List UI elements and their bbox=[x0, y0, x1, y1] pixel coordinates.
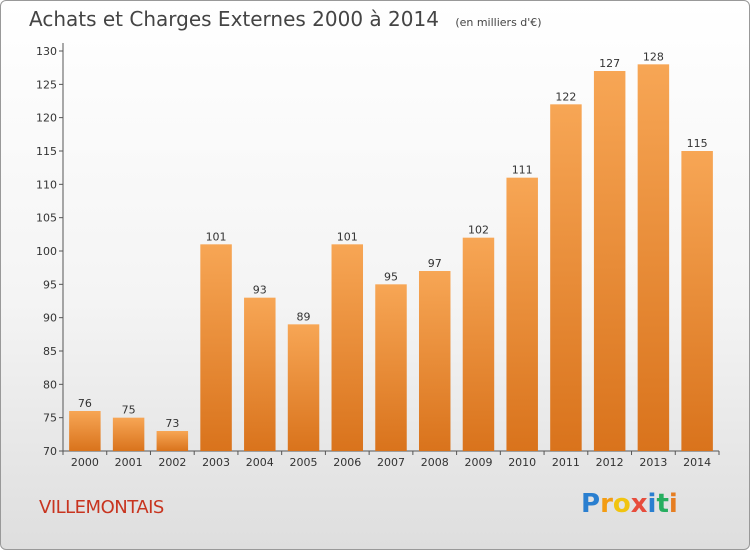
data-label: 101 bbox=[337, 230, 358, 243]
x-tick-label: 2006 bbox=[333, 456, 361, 469]
logo-letter: P bbox=[581, 489, 601, 519]
x-tick-label: 2009 bbox=[464, 456, 492, 469]
data-label: 93 bbox=[253, 284, 267, 297]
y-tick-label: 70 bbox=[43, 445, 57, 458]
data-label: 75 bbox=[122, 404, 136, 417]
x-tick-label: 2014 bbox=[683, 456, 711, 469]
bar bbox=[69, 411, 101, 451]
bar bbox=[375, 284, 407, 451]
y-tick-label: 75 bbox=[43, 412, 57, 425]
bar bbox=[156, 431, 189, 451]
x-tick-label: 2005 bbox=[290, 456, 318, 469]
y-tick-label: 130 bbox=[36, 45, 57, 58]
x-tick-label: 2004 bbox=[246, 456, 274, 469]
data-label: 95 bbox=[384, 270, 398, 283]
chart-title: Achats et Charges Externes 2000 à 2014 (… bbox=[29, 7, 542, 31]
x-tick-label: 2000 bbox=[71, 456, 99, 469]
bar bbox=[418, 271, 451, 451]
bar bbox=[681, 151, 713, 451]
proxiti-logo: Proxiti bbox=[581, 489, 678, 519]
data-label: 102 bbox=[468, 224, 489, 237]
data-label: 128 bbox=[643, 50, 664, 63]
logo-letter: i bbox=[647, 489, 657, 519]
y-tick-label: 90 bbox=[43, 312, 57, 325]
data-label: 89 bbox=[297, 310, 311, 323]
logo-letter: x bbox=[630, 489, 648, 519]
bar bbox=[637, 64, 670, 452]
y-tick-label: 110 bbox=[36, 178, 57, 191]
logo-letter: t bbox=[656, 489, 669, 519]
x-tick-label: 2008 bbox=[421, 456, 449, 469]
data-label: 73 bbox=[165, 417, 179, 430]
logo-letter: r bbox=[600, 489, 613, 519]
bar bbox=[244, 297, 276, 451]
bar bbox=[287, 324, 320, 451]
x-tick-label: 2013 bbox=[639, 456, 667, 469]
bar bbox=[550, 104, 582, 451]
x-tick-label: 2003 bbox=[202, 456, 230, 469]
bar bbox=[462, 237, 495, 451]
bar bbox=[593, 71, 626, 451]
bar bbox=[112, 417, 145, 451]
y-tick-label: 120 bbox=[36, 112, 57, 125]
commune-name: VILLEMONTAIS bbox=[39, 497, 164, 518]
y-tick-label: 115 bbox=[36, 145, 57, 158]
logo-letter: o bbox=[612, 489, 631, 519]
data-label: 97 bbox=[428, 257, 442, 270]
chart-unit-label: (en milliers d'€) bbox=[455, 16, 542, 29]
bar bbox=[331, 244, 364, 451]
y-tick-label: 105 bbox=[36, 212, 57, 225]
x-tick-label: 2001 bbox=[115, 456, 143, 469]
y-tick-label: 95 bbox=[43, 278, 57, 291]
y-tick-label: 80 bbox=[43, 378, 57, 391]
data-label: 127 bbox=[599, 57, 620, 70]
data-label: 101 bbox=[206, 230, 227, 243]
x-tick-label: 2010 bbox=[508, 456, 536, 469]
bar bbox=[200, 244, 232, 451]
x-tick-label: 2002 bbox=[158, 456, 186, 469]
x-tick-label: 2012 bbox=[596, 456, 624, 469]
y-tick-label: 100 bbox=[36, 245, 57, 258]
y-tick-label: 125 bbox=[36, 78, 57, 91]
data-label: 122 bbox=[555, 90, 576, 103]
x-tick-label: 2011 bbox=[552, 456, 580, 469]
y-tick-label: 85 bbox=[43, 345, 57, 358]
bar bbox=[506, 177, 538, 451]
data-label: 115 bbox=[687, 137, 708, 150]
logo-letter: i bbox=[668, 489, 678, 519]
chart-title-text: Achats et Charges Externes 2000 à 2014 bbox=[29, 7, 439, 31]
data-label: 76 bbox=[78, 397, 92, 410]
x-tick-label: 2007 bbox=[377, 456, 405, 469]
data-label: 111 bbox=[512, 164, 533, 177]
